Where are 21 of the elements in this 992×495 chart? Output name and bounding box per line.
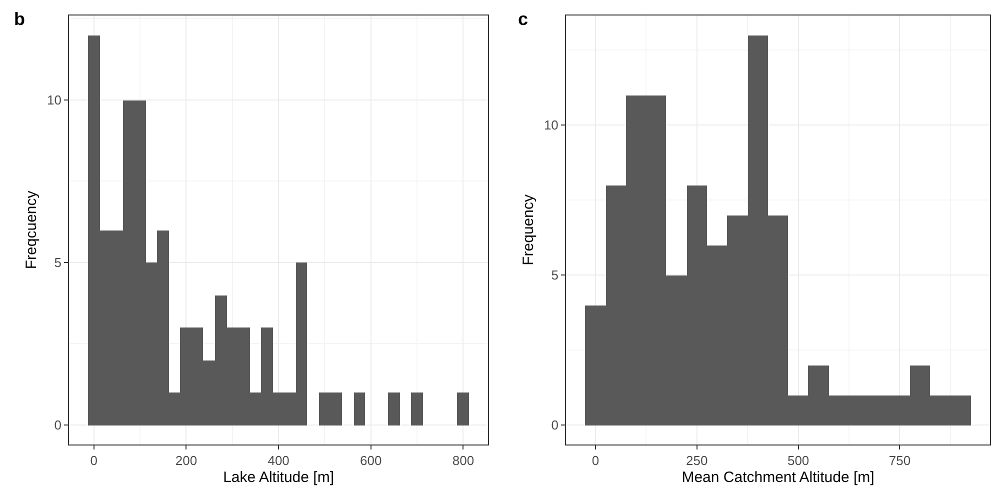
y-tick-label: 5	[551, 267, 558, 282]
y-axis-title: Frequency	[520, 194, 538, 266]
y-axis-title: Freqcuency	[23, 190, 40, 270]
x-tick-label: 250	[686, 453, 708, 468]
y-tick-label: 10	[46, 92, 62, 108]
y-tick-label: 0	[551, 418, 558, 433]
chart-title: c	[518, 9, 528, 29]
x-tick-label: 750	[888, 453, 911, 468]
x-tick-label: 200	[175, 453, 198, 468]
x-tick-label: 800	[452, 453, 474, 468]
x-tick-label: 400	[268, 453, 290, 468]
y-tick-label: 5	[54, 254, 62, 270]
x-tick-label: 0	[90, 453, 98, 468]
x-tick-label: 600	[360, 453, 382, 468]
chart-title: b	[14, 9, 25, 29]
x-axis-title: Mean Catchment Altitude [m]	[682, 469, 874, 486]
x-axis-title: Lake Altitude [m]	[223, 469, 334, 486]
x-tick-label: 500	[787, 453, 810, 468]
y-tick-label: 10	[544, 117, 558, 132]
y-tick-label: 0	[54, 418, 62, 433]
x-tick-label: 0	[592, 453, 600, 468]
